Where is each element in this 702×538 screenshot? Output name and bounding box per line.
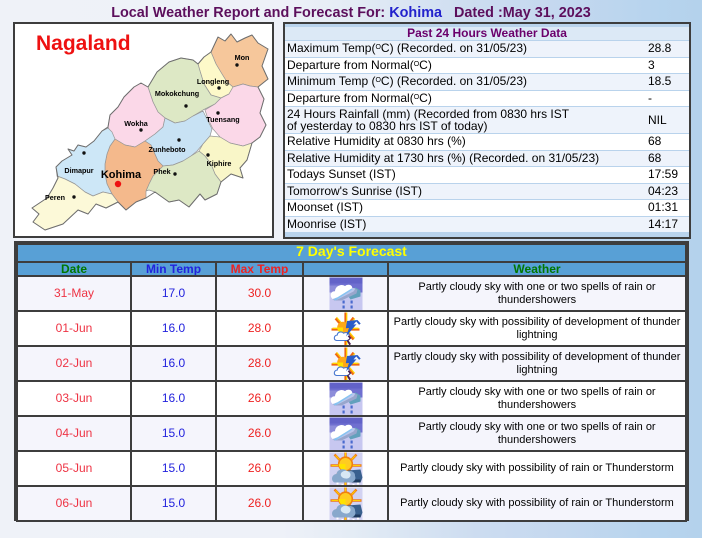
svg-text:Kohima: Kohima [101,169,142,181]
svg-text:Dimapur: Dimapur [64,166,93,175]
svg-text:Mokokchung: Mokokchung [155,89,199,98]
svg-text:Zunheboto: Zunheboto [148,145,186,154]
svg-text:Peren: Peren [45,193,65,202]
svg-text:Longleng: Longleng [197,77,229,86]
svg-text:Tuensang: Tuensang [206,115,239,124]
svg-text:Mon: Mon [235,53,250,62]
svg-text:Kiphire: Kiphire [207,159,232,168]
svg-text:Phek: Phek [153,167,170,176]
svg-text:Wokha: Wokha [124,119,148,128]
